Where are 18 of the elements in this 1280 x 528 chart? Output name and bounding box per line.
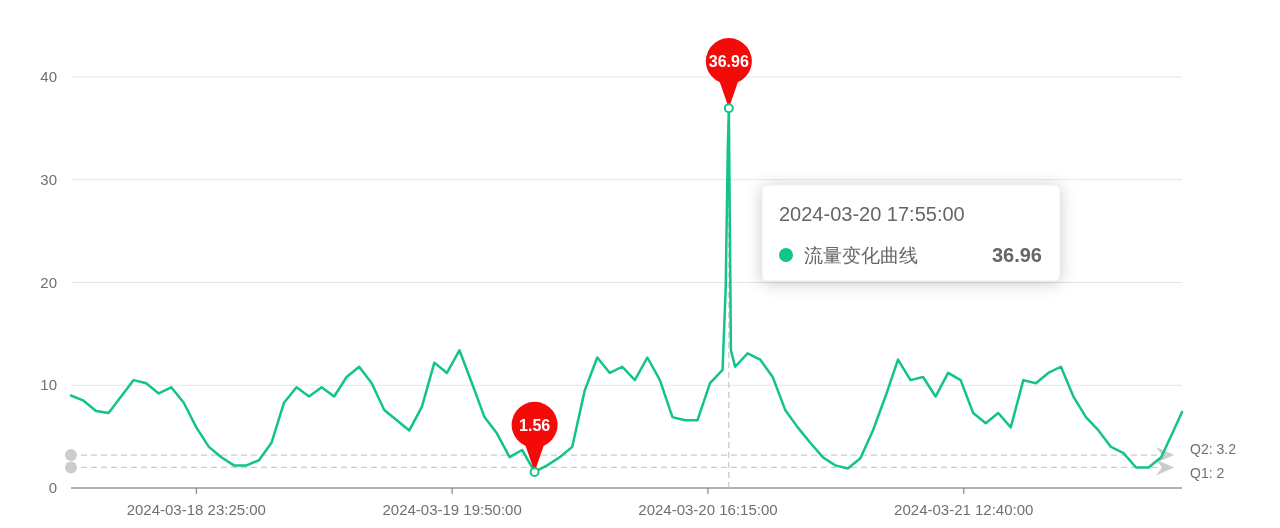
x-tick-label: 2024-03-20 16:15:00 [638,501,778,518]
x-tick-label: 2024-03-21 12:40:00 [894,501,1034,518]
annotation: 1.56 [511,401,558,477]
ref-line-label: Q2: 3.2 [1190,441,1237,458]
annotation: 2024-03-20 17:55:00 [779,203,965,225]
x-tick-label: 2024-03-18 23:25:00 [126,501,266,518]
y-tick-label: 0 [48,479,57,496]
annotation: 36.96 [708,53,749,71]
text: 36.96 [991,244,1042,266]
y-tick-label: 10 [40,376,57,394]
annotation: 1.56 [519,416,551,434]
legend-label: 流量变化曲线 [804,245,918,266]
annotation: 36.96 [705,38,752,114]
x-tick-label: 2024-03-19 19:50:00 [382,501,522,518]
y-tick-label: 30 [40,170,57,188]
ref-line-label: Q1: 2 [1190,465,1225,482]
y-tick-label: 20 [40,273,57,291]
y-tick-label: 40 [40,68,57,85]
